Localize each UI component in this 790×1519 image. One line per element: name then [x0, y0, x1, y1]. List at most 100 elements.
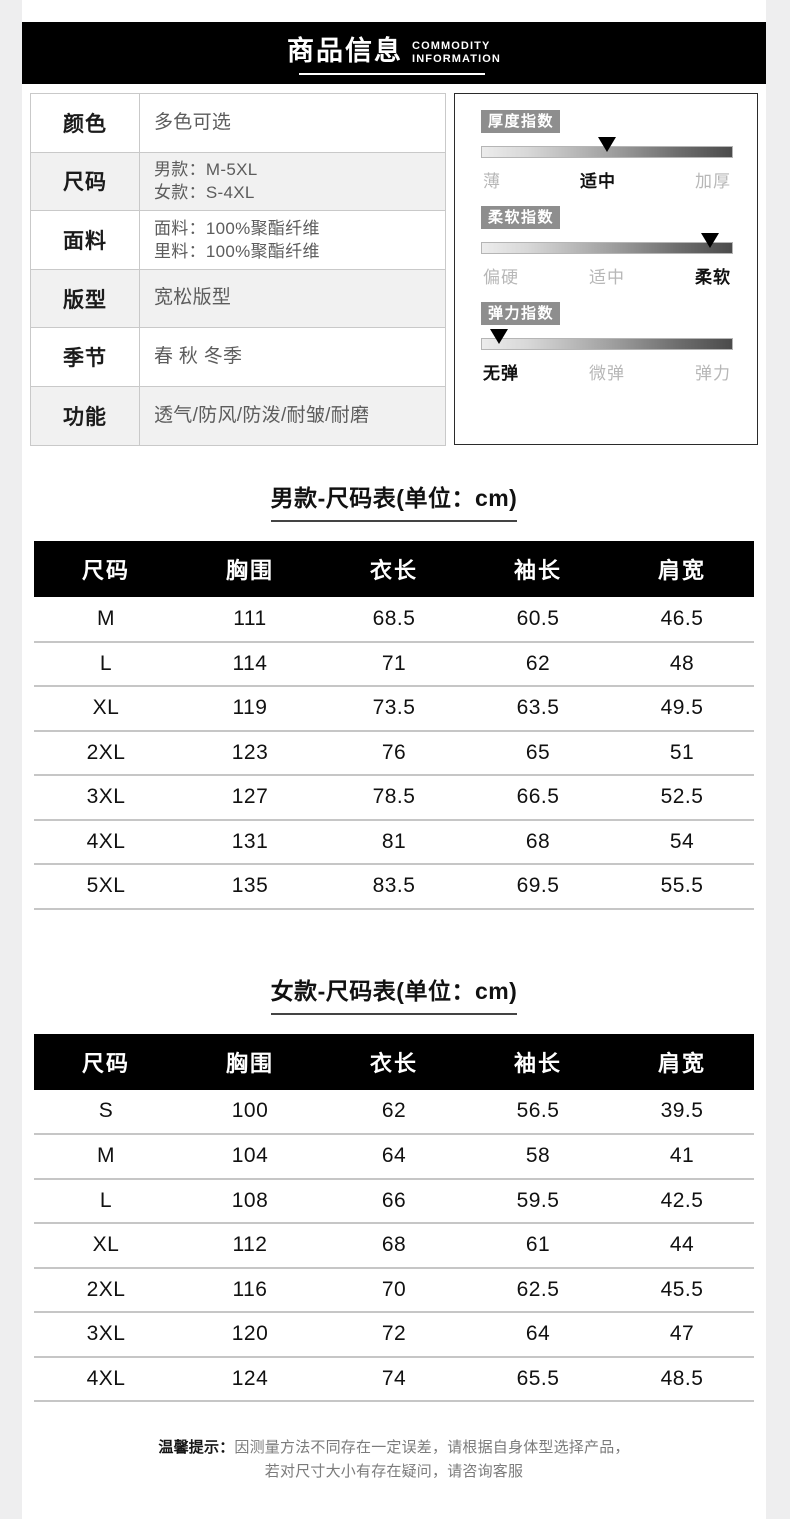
cell-shoulder: 42.5: [610, 1178, 754, 1224]
cell-bust: 104: [178, 1134, 322, 1180]
gauge-softness-label-high: 柔软: [695, 268, 731, 287]
cell-shoulder: 48.5: [610, 1356, 754, 1402]
cell-sleeve: 58: [466, 1134, 610, 1180]
women-col-shoulder: 肩宽: [610, 1033, 754, 1090]
cell-size: L: [34, 1178, 178, 1224]
cell-size: 4XL: [34, 1356, 178, 1402]
indicator-panel: 厚度指数 薄 适中 加厚 柔软指数: [454, 93, 758, 445]
cell-length: 78.5: [322, 775, 466, 821]
women-col-size: 尺码: [34, 1033, 178, 1090]
table-row: M 104 64 58 41: [34, 1134, 754, 1180]
note-lead-label: 温馨提示：: [158, 1439, 235, 1456]
cell-length: 81: [322, 819, 466, 865]
women-size-table-body: S 100 62 56.5 39.5 M 104 64 58 41 L 108 …: [34, 1089, 754, 1402]
men-col-sleeve: 袖长: [466, 541, 610, 597]
spec-key-season: 季节: [30, 327, 140, 387]
cell-shoulder: 52.5: [610, 775, 754, 821]
note-line-1: 因测量方法不同存在一定误差，请根据自身体型选择产品，: [234, 1439, 630, 1456]
cell-sleeve: 66.5: [466, 775, 610, 821]
cell-length: 74: [322, 1356, 466, 1402]
cell-sleeve: 65: [466, 730, 610, 776]
gauge-thickness-marker-icon: [598, 137, 616, 152]
cell-size: XL: [34, 1223, 178, 1269]
spec-row-size: 尺码 男款：M-5XL 女款：S-4XL: [30, 151, 446, 212]
cell-shoulder: 49.5: [610, 686, 754, 732]
specification-table-body: 颜色 多色可选 尺码 男款：M-5XL 女款：S-4XL 面料: [30, 93, 446, 446]
cell-bust: 127: [178, 775, 322, 821]
cell-sleeve: 61: [466, 1223, 610, 1269]
gauge-thickness-badge: 厚度指数: [481, 110, 561, 133]
cell-sleeve: 69.5: [466, 864, 610, 910]
spec-value-line: 宽松版型: [154, 287, 232, 309]
cell-length: 64: [322, 1134, 466, 1180]
gauge-elasticity-track: [481, 329, 733, 350]
gauge-thickness-label-high: 加厚: [695, 172, 731, 191]
men-size-table-body: M 111 68.5 60.5 46.5 L 114 71 62 48 XL 1…: [34, 597, 754, 910]
cell-bust: 111: [178, 597, 322, 643]
table-row: 2XL 123 76 65 51: [34, 730, 754, 776]
table-row: 5XL 135 83.5 69.5 55.5: [34, 864, 754, 910]
product-info-section: 颜色 多色可选 尺码 男款：M-5XL 女款：S-4XL 面料: [30, 93, 758, 446]
specification-table: 颜色 多色可选 尺码 男款：M-5XL 女款：S-4XL 面料: [30, 93, 446, 446]
cell-length: 68.5: [322, 597, 466, 643]
spec-row-color: 颜色 多色可选: [30, 93, 446, 153]
cell-shoulder: 41: [610, 1134, 754, 1180]
section-header-banner: 商品信息 COMMODITY INFORMATION: [22, 22, 766, 84]
spec-key-size: 尺码: [30, 151, 140, 212]
table-header-row: 尺码 胸围 衣长 袖长 肩宽: [34, 1033, 754, 1090]
spec-value-fit: 宽松版型: [139, 268, 446, 329]
cell-size: 4XL: [34, 819, 178, 865]
cell-bust: 112: [178, 1223, 322, 1269]
gauge-elasticity: 弹力指数 无弹 微弹 弹力: [481, 302, 733, 384]
cell-size: M: [34, 1134, 178, 1180]
cell-sleeve: 63.5: [466, 686, 610, 732]
spec-value-line: 春 秋 冬季: [154, 346, 243, 368]
cell-bust: 108: [178, 1178, 322, 1224]
cell-length: 73.5: [322, 686, 466, 732]
cell-sleeve: 56.5: [466, 1089, 610, 1135]
cell-shoulder: 55.5: [610, 864, 754, 910]
gauge-softness-label-mid: 适中: [589, 268, 625, 287]
gauge-thickness-track: [481, 137, 733, 158]
spec-value-line: 面料：100%聚酯纤维: [154, 218, 320, 238]
spec-value-line: 女款：S-4XL: [154, 183, 255, 203]
cell-length: 70: [322, 1267, 466, 1313]
spec-value-fabric: 面料：100%聚酯纤维 里料：100%聚酯纤维: [139, 210, 446, 270]
women-col-length: 衣长: [322, 1033, 466, 1090]
cell-length: 66: [322, 1178, 466, 1224]
cell-sleeve: 62: [466, 641, 610, 687]
table-row: L 108 66 59.5 42.5: [34, 1178, 754, 1224]
cell-shoulder: 39.5: [610, 1089, 754, 1135]
cell-bust: 124: [178, 1356, 322, 1402]
cell-sleeve: 60.5: [466, 597, 610, 643]
gauge-softness-gradient: [481, 242, 733, 254]
cell-bust: 135: [178, 864, 322, 910]
size-disclaimer-note: 温馨提示：因测量方法不同存在一定误差，请根据自身体型选择产品， 若对尺寸大小有存…: [48, 1436, 740, 1485]
cell-shoulder: 48: [610, 641, 754, 687]
content-sheet: 商品信息 COMMODITY INFORMATION 颜色 多色可选: [22, 0, 766, 1519]
gauge-elasticity-label-high: 弹力: [695, 364, 731, 383]
cell-sleeve: 59.5: [466, 1178, 610, 1224]
spec-key-color: 颜色: [30, 93, 140, 153]
cell-sleeve: 64: [466, 1312, 610, 1358]
cell-size: 5XL: [34, 864, 178, 910]
cell-size: 2XL: [34, 1267, 178, 1313]
gauge-thickness-label-low: 薄: [483, 172, 501, 191]
gauge-elasticity-label-low: 无弹: [483, 364, 519, 383]
men-col-size: 尺码: [34, 541, 178, 597]
banner-title-en-line1: COMMODITY: [412, 40, 491, 53]
gauge-elasticity-gradient: [481, 338, 733, 350]
cell-sleeve: 68: [466, 819, 610, 865]
cell-bust: 100: [178, 1089, 322, 1135]
women-size-title-text: 女款-尺码表(单位：cm): [270, 972, 518, 1015]
gauge-thickness-label-mid: 适中: [580, 172, 616, 191]
spec-key-fit: 版型: [30, 268, 140, 329]
gauge-elasticity-labels: 无弹 微弹 弹力: [481, 359, 733, 384]
table-row: L 114 71 62 48: [34, 641, 754, 687]
cell-length: 76: [322, 730, 466, 776]
spec-row-fit: 版型 宽松版型: [30, 268, 446, 329]
spec-key-fabric: 面料: [30, 210, 140, 270]
spec-value-line: 透气/防风/防泼/耐皱/耐磨: [154, 404, 370, 426]
gauge-softness-labels: 偏硬 适中 柔软: [481, 263, 733, 288]
cell-shoulder: 44: [610, 1223, 754, 1269]
